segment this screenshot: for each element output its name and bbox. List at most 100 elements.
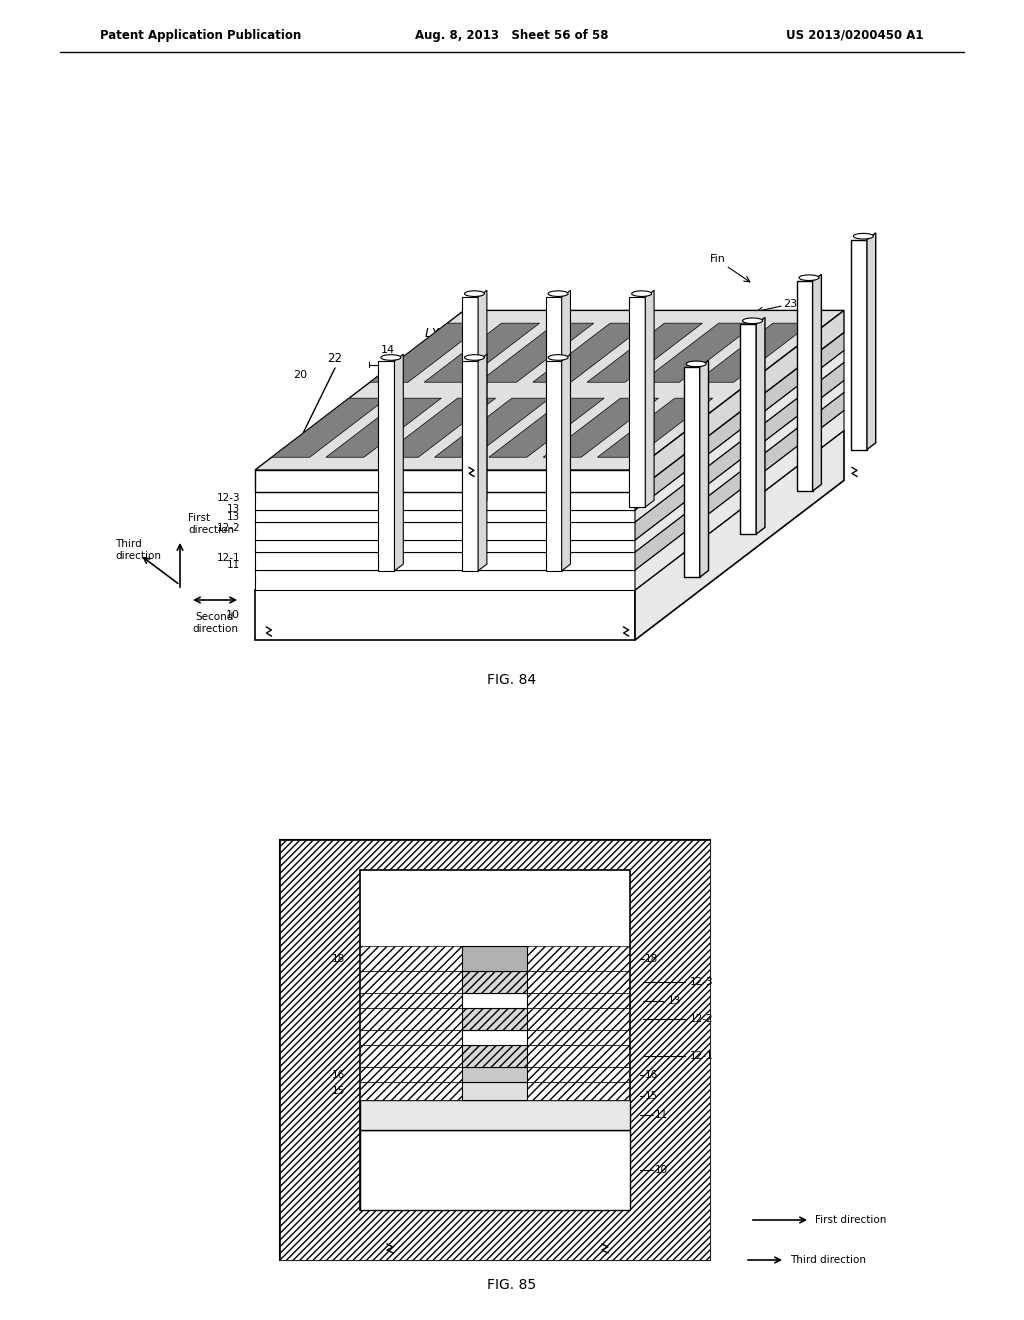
Bar — [360, 1067, 462, 1082]
Polygon shape — [813, 275, 821, 491]
Polygon shape — [255, 392, 844, 552]
Polygon shape — [562, 354, 570, 570]
Polygon shape — [255, 310, 844, 470]
Polygon shape — [867, 232, 876, 450]
Polygon shape — [699, 360, 709, 577]
Text: Fin: Fin — [711, 255, 726, 264]
Polygon shape — [255, 363, 844, 521]
Polygon shape — [630, 297, 645, 507]
Polygon shape — [326, 399, 441, 457]
Polygon shape — [255, 510, 635, 521]
Polygon shape — [635, 310, 844, 492]
Text: LXXXV: LXXXV — [424, 327, 466, 341]
Ellipse shape — [853, 234, 873, 239]
Bar — [360, 1130, 630, 1210]
Ellipse shape — [632, 290, 651, 297]
Polygon shape — [543, 399, 658, 457]
Text: 10: 10 — [655, 1166, 668, 1175]
Polygon shape — [462, 360, 478, 570]
Polygon shape — [532, 323, 648, 383]
Bar — [462, 1030, 527, 1045]
Ellipse shape — [686, 362, 707, 367]
Bar — [527, 1045, 629, 1067]
Polygon shape — [562, 290, 570, 507]
Text: 12-3: 12-3 — [216, 492, 240, 503]
Text: 11: 11 — [226, 560, 240, 570]
Polygon shape — [546, 360, 562, 570]
Polygon shape — [635, 363, 844, 540]
Ellipse shape — [548, 355, 568, 360]
Bar — [360, 993, 462, 1008]
Text: 20: 20 — [294, 370, 307, 380]
Bar — [360, 870, 630, 1210]
Text: 22: 22 — [328, 352, 342, 366]
Text: 13: 13 — [668, 995, 681, 1006]
Bar — [527, 972, 629, 993]
Polygon shape — [255, 380, 844, 540]
Bar — [527, 1067, 629, 1082]
Bar — [527, 946, 629, 972]
Polygon shape — [255, 521, 635, 540]
Text: 15: 15 — [332, 1086, 345, 1096]
Polygon shape — [255, 552, 635, 570]
Text: 13: 13 — [806, 453, 820, 463]
Text: 12-1: 12-1 — [216, 553, 240, 564]
Bar — [462, 946, 527, 972]
Polygon shape — [379, 360, 394, 570]
Text: FIG. 84: FIG. 84 — [487, 673, 537, 686]
Polygon shape — [488, 399, 604, 457]
Polygon shape — [255, 333, 844, 492]
Bar — [527, 993, 629, 1008]
Ellipse shape — [548, 290, 568, 297]
Text: LXXXV: LXXXV — [599, 421, 636, 432]
Polygon shape — [370, 323, 485, 383]
Polygon shape — [635, 430, 844, 640]
Text: 18: 18 — [645, 953, 658, 964]
Text: 13: 13 — [226, 512, 240, 521]
Bar — [360, 972, 462, 993]
Text: 12-1: 12-1 — [690, 1051, 714, 1061]
Ellipse shape — [742, 318, 763, 323]
Bar — [360, 1082, 462, 1100]
Polygon shape — [641, 323, 757, 383]
Text: First
direction: First direction — [188, 513, 234, 535]
FancyBboxPatch shape — [280, 840, 710, 1261]
Polygon shape — [635, 380, 844, 552]
Bar — [360, 1045, 462, 1067]
Ellipse shape — [381, 355, 400, 360]
Text: US 2013/0200450 A1: US 2013/0200450 A1 — [786, 29, 924, 41]
Polygon shape — [255, 470, 635, 492]
Text: 12-2: 12-2 — [690, 1014, 714, 1024]
Text: 23: 23 — [783, 300, 798, 309]
Polygon shape — [756, 317, 765, 535]
Text: 16: 16 — [332, 1069, 345, 1080]
Ellipse shape — [799, 275, 819, 280]
Bar — [462, 993, 527, 1008]
Text: Third direction: Third direction — [790, 1255, 866, 1265]
Polygon shape — [478, 323, 594, 383]
Polygon shape — [797, 281, 813, 491]
Text: Second
direction: Second direction — [193, 612, 238, 634]
Text: Third
direction: Third direction — [115, 539, 161, 561]
Polygon shape — [462, 297, 478, 507]
Polygon shape — [478, 354, 486, 570]
Text: Aug. 8, 2013   Sheet 56 of 58: Aug. 8, 2013 Sheet 56 of 58 — [416, 29, 608, 41]
Polygon shape — [851, 239, 867, 450]
Text: 14: 14 — [381, 345, 395, 355]
Text: 15: 15 — [645, 1092, 658, 1101]
Polygon shape — [597, 399, 713, 457]
Polygon shape — [255, 570, 635, 590]
Text: 11: 11 — [655, 1110, 669, 1119]
Text: 10: 10 — [226, 610, 240, 620]
Text: 18: 18 — [332, 953, 345, 964]
Polygon shape — [587, 323, 702, 383]
Polygon shape — [255, 540, 635, 552]
Text: First direction: First direction — [815, 1214, 887, 1225]
Text: 13: 13 — [226, 504, 240, 515]
Bar — [360, 946, 462, 972]
Polygon shape — [255, 492, 635, 510]
Ellipse shape — [465, 290, 484, 297]
Text: 22: 22 — [687, 352, 702, 366]
Polygon shape — [255, 590, 635, 640]
Bar — [527, 1008, 629, 1030]
